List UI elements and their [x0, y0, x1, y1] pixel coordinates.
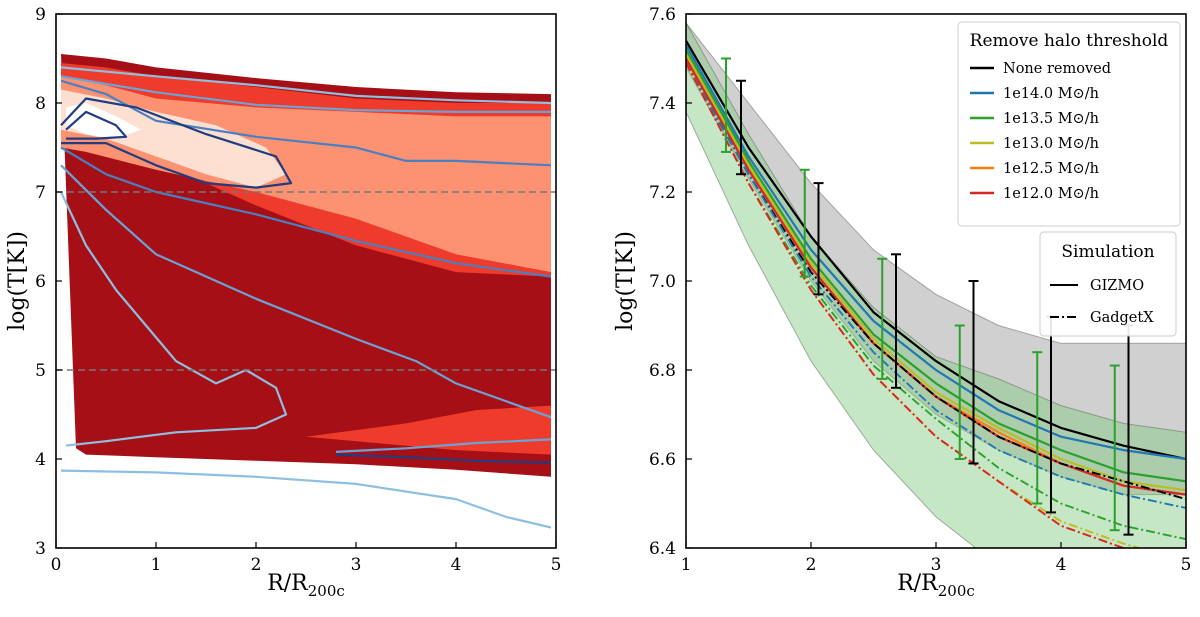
legend-simulation: Simulation GIZMO GadgetX	[1039, 231, 1177, 337]
x-tick-label: 3	[931, 555, 942, 575]
y-tick-label: 6.6	[649, 450, 676, 470]
x-tick-label: 5	[551, 555, 562, 575]
series-line-gizmo-1	[686, 44, 1186, 461]
x-tick-label: 2	[251, 555, 262, 575]
x-tick-label: 0	[51, 555, 62, 575]
left-ticks: 0 1 2 3 4 5 3 4 5 6 7 8 9	[35, 5, 561, 575]
contour-line-6	[60, 164, 552, 419]
y-tick-label: 7.6	[649, 5, 676, 25]
y-tick-label: 6.8	[649, 361, 676, 381]
series-line-gadgetx-7	[686, 62, 1186, 509]
legend-sim-entries: GIZMO GadgetX	[1050, 278, 1154, 326]
contour-line-5	[60, 146, 552, 278]
contour-line-1	[60, 75, 551, 114]
y-tick-label: 7.2	[649, 183, 676, 203]
right-ticks: 1 2 3 4 5 6.4 6.6 6.8 7.0 7.2 7.4 7.6	[649, 5, 1191, 575]
legend-halo-title: Remove halo threshold	[970, 31, 1169, 51]
scatter-band-0	[686, 22, 1186, 496]
y-tick-label: 7.0	[649, 272, 676, 292]
series-line-gizmo-0	[686, 40, 1186, 461]
x-tick-label: 4	[451, 555, 462, 575]
legend-halo-entries: None removed 1e14.0 M⊙/h 1e13.5 M⊙/h 1e13.0…	[970, 61, 1111, 202]
contour-line-4	[65, 110, 128, 140]
legend-entry-label: GadgetX	[1090, 310, 1154, 326]
contour-line-0	[60, 66, 552, 105]
y-tick-label: 8	[35, 94, 46, 114]
y-tick-label: 6	[35, 272, 46, 292]
y-tick-label: 9	[35, 5, 46, 25]
left-ylabel: log(T[K])	[5, 231, 30, 331]
y-tick-label: 5	[35, 361, 46, 381]
right-xlabel: R/R200c	[897, 571, 975, 600]
contour-fill-level-4	[61, 89, 286, 188]
contour-line-9	[335, 453, 552, 464]
series-lines	[686, 40, 1186, 548]
right-ylabel: log(T[K])	[613, 231, 638, 331]
x-tick-label: 2	[806, 555, 817, 575]
series-line-gadgetx-11	[686, 62, 1127, 548]
right-line-panel: 1 2 3 4 5 6.4 6.6 6.8 7.0 7.2 7.4 7.6 R/R200c log(T…	[613, 5, 1191, 600]
y-tick-label: 7.4	[649, 94, 676, 114]
scatter-band-1	[686, 21, 1186, 548]
reference-lines	[56, 191, 556, 371]
x-tick-label: 5	[1181, 555, 1192, 575]
contour-line-8	[335, 438, 552, 453]
legend-halo-threshold: Remove halo threshold None removed 1e14.0…	[957, 21, 1181, 227]
legend-sim-box	[1039, 231, 1177, 337]
legend-entry-label: GIZMO	[1090, 278, 1144, 294]
legend-halo-box	[957, 21, 1181, 227]
legend-entry-label: 1e13.0 M⊙/h	[1003, 136, 1099, 152]
x-tick-label: 1	[151, 555, 162, 575]
y-tick-label: 3	[35, 539, 46, 559]
y-tick-label: 4	[35, 450, 46, 470]
x-tick-label: 1	[681, 555, 692, 575]
contour-line-2	[60, 79, 552, 167]
contour-line-10	[60, 469, 552, 529]
contour-line-3	[60, 97, 293, 189]
scatter-bands	[686, 21, 1186, 548]
x-tick-label: 3	[351, 555, 362, 575]
legend-entry-label: 1e13.5 M⊙/h	[1003, 111, 1099, 127]
x-tick-label: 4	[1056, 555, 1067, 575]
legend-entry-label: 1e12.0 M⊙/h	[1003, 186, 1099, 202]
y-tick-label: 7	[35, 183, 46, 203]
error-bars	[721, 57, 1134, 536]
legend-entry-label: None removed	[1003, 61, 1111, 77]
series-line-gizmo-3	[686, 53, 1186, 492]
legend-entry-label: 1e14.0 M⊙/h	[1003, 86, 1099, 102]
series-line-gizmo-2	[686, 49, 1186, 483]
legend-entry-label: 1e12.5 M⊙/h	[1003, 161, 1099, 177]
left-xlabel: R/R200c	[267, 571, 345, 600]
y-tick-label: 6.4	[649, 539, 676, 559]
left-contour-panel: 0 1 2 3 4 5 3 4 5 6 7 8 9 R/R200c log(T[K])	[5, 5, 561, 600]
legend-sim-title: Simulation	[1061, 242, 1154, 262]
